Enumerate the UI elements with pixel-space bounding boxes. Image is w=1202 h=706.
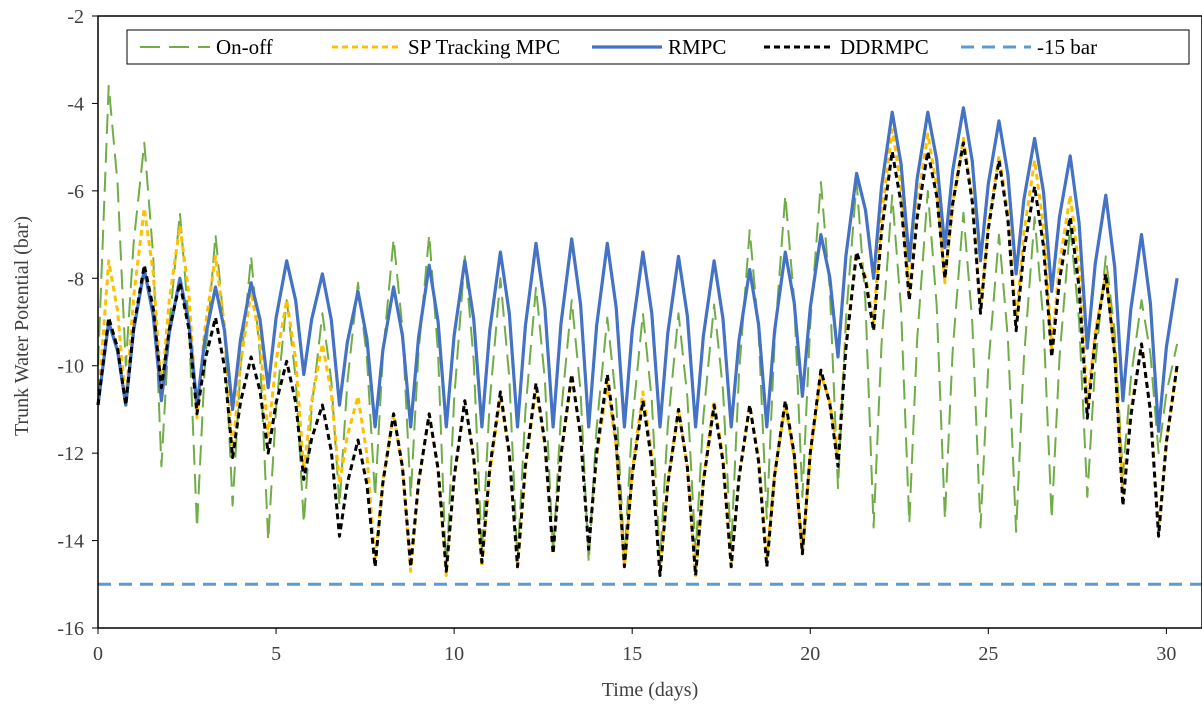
series-on-off	[97, 84, 1179, 577]
y-tick-label: -14	[57, 531, 84, 553]
legend-label-rmpc: RMPC	[668, 35, 726, 59]
series-line-ddrmpc	[96, 141, 1179, 577]
y-tick-label: -8	[67, 268, 84, 290]
x-tick-label: 0	[93, 643, 103, 665]
series-ddrmpc	[96, 141, 1179, 577]
legend-item-sp-tracking-mpc: SP Tracking MPC	[332, 35, 560, 59]
legend-item-15-bar: -15 bar	[961, 35, 1097, 59]
legend-label-15-bar: -15 bar	[1037, 35, 1097, 59]
legend-item-rmpc: RMPC	[592, 35, 726, 59]
x-tick-label: 30	[1156, 643, 1176, 665]
legend-label-ddrmpc: DDRMPC	[840, 35, 929, 59]
legend-label-sp-tracking-mpc: SP Tracking MPC	[408, 35, 560, 59]
x-tick-label: 10	[444, 643, 464, 665]
y-tick-label: -4	[67, 93, 84, 115]
y-tick-label: -12	[57, 443, 84, 465]
y-axis: -2 -4 -6 -8 -10 -12 -14 -16	[57, 6, 98, 640]
x-tick-label: 5	[271, 643, 281, 665]
plot-area-border	[97, 15, 1202, 629]
x-tick-label: 15	[622, 643, 642, 665]
x-axis: 0 5 10 15 20 25 30	[93, 628, 1176, 665]
series-line-on-off	[97, 84, 1179, 577]
legend-item-ddrmpc: DDRMPC	[764, 35, 929, 59]
legend: On-off SP Tracking MPC RMPC DDRMPC -15 bar	[126, 29, 1190, 65]
x-tick-label: 25	[978, 643, 998, 665]
y-tick-label: -16	[57, 618, 84, 640]
y-tick-label: -2	[67, 6, 84, 28]
series-line-rmpc	[96, 106, 1179, 433]
y-tick-label: -10	[57, 356, 84, 378]
legend-item-on-off: On-off	[140, 35, 273, 59]
y-axis-title: Trunk Water Potential (bar)	[11, 216, 33, 436]
legend-label-on-off: On-off	[216, 35, 273, 59]
x-axis-title: Time (days)	[602, 679, 698, 701]
y-tick-label: -6	[67, 181, 84, 203]
x-tick-label: 20	[800, 643, 820, 665]
series-rmpc	[96, 106, 1179, 433]
series-layer	[96, 84, 1202, 586]
